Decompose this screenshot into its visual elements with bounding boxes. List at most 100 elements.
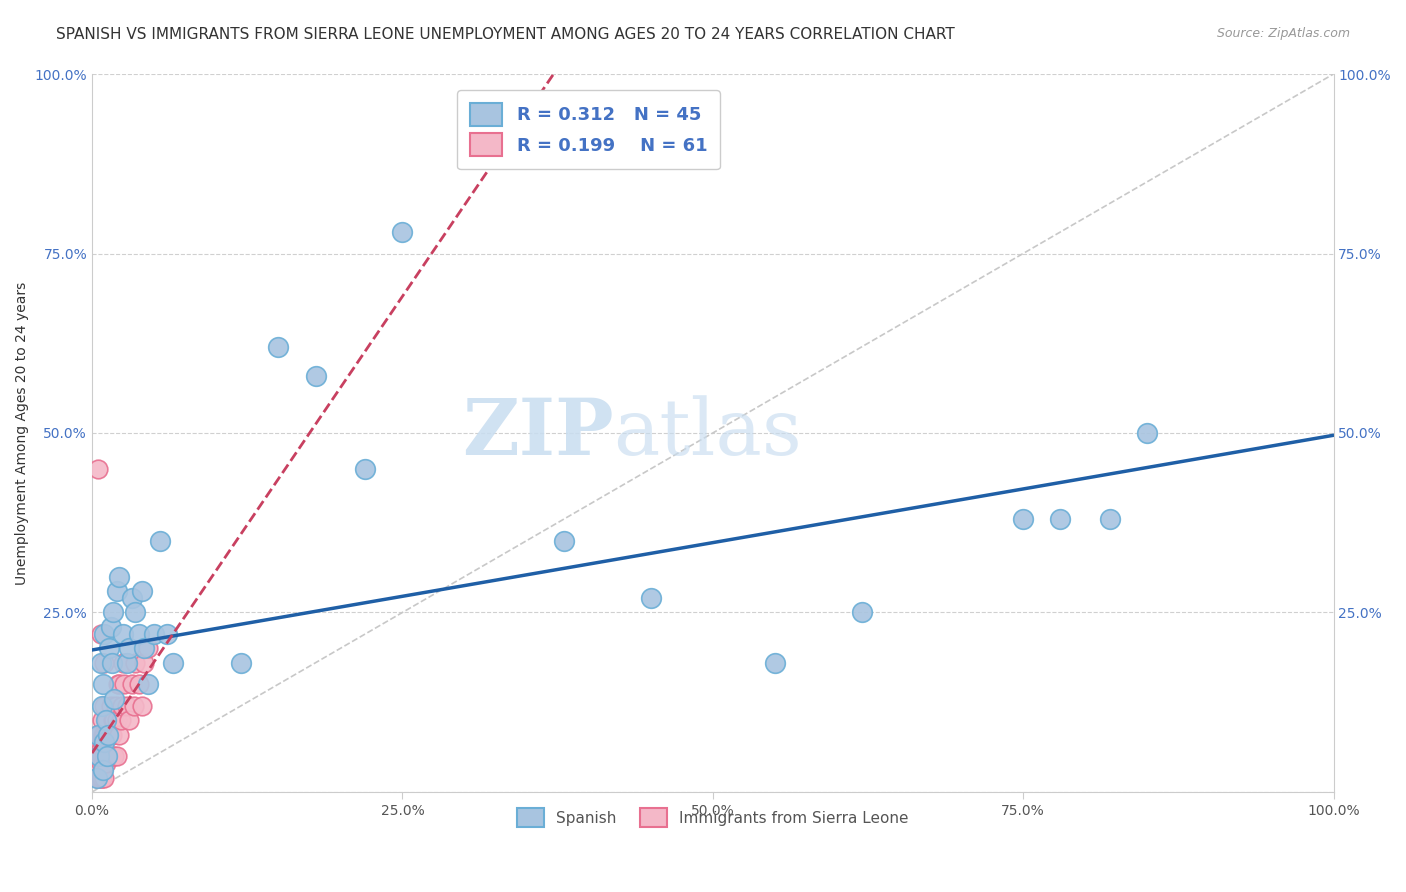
Point [101, 606, 124, 620]
Point [91, 698, 114, 713]
Point [111, 698, 134, 713]
Point [105, 713, 128, 727]
Point [107, 677, 129, 691]
Point [90, 627, 112, 641]
Point [93, 735, 115, 749]
Point [134, 656, 156, 670]
Point [101, 749, 124, 764]
Point [87, 756, 110, 771]
Point [94, 756, 117, 771]
Point [91, 713, 114, 727]
Point [91, 764, 114, 778]
Point [128, 627, 150, 641]
Point [94, 713, 117, 727]
Point [121, 591, 143, 606]
Point [90, 756, 112, 771]
Point [112, 627, 135, 641]
Point [93, 727, 115, 741]
Point [143, 627, 166, 641]
Point [103, 713, 125, 727]
Point [131, 698, 153, 713]
Point [86, 727, 108, 741]
Point [112, 656, 135, 670]
Point [640, 591, 662, 606]
Point [267, 340, 290, 354]
Point [90, 742, 112, 756]
Point [96, 713, 118, 727]
Point [103, 691, 125, 706]
Point [155, 627, 177, 641]
Point [162, 656, 184, 670]
Text: atlas: atlas [613, 395, 803, 471]
Point [96, 749, 118, 764]
Point [97, 749, 120, 764]
Point [93, 771, 115, 785]
Point [108, 569, 131, 583]
Point [89, 771, 111, 785]
Point [89, 749, 111, 764]
Point [100, 698, 122, 713]
Point [1012, 512, 1035, 526]
Point [98, 749, 121, 764]
Point [136, 677, 159, 691]
Point [229, 656, 252, 670]
Point [134, 641, 156, 656]
Point [105, 749, 128, 764]
Point [1136, 425, 1159, 440]
Point [101, 713, 124, 727]
Point [91, 727, 114, 741]
Point [851, 606, 873, 620]
Point [91, 771, 114, 785]
Point [104, 698, 127, 713]
Point [112, 677, 135, 691]
Point [149, 533, 172, 548]
Point [131, 583, 153, 598]
Point [101, 727, 124, 741]
Point [136, 641, 159, 656]
Point [100, 620, 122, 634]
Point [118, 641, 141, 656]
Point [93, 656, 115, 670]
Point [87, 771, 110, 785]
Point [304, 368, 326, 383]
Point [100, 749, 122, 764]
Point [122, 698, 145, 713]
Point [91, 756, 114, 771]
Point [105, 583, 128, 598]
Point [86, 771, 108, 785]
Y-axis label: Unemployment Among Ages 20 to 24 years: Unemployment Among Ages 20 to 24 years [15, 281, 30, 584]
Point [118, 713, 141, 727]
Point [1099, 512, 1122, 526]
Point [93, 627, 115, 641]
Point [84, 764, 107, 778]
Point [91, 735, 114, 749]
Point [91, 749, 114, 764]
Point [553, 533, 575, 548]
Point [90, 771, 112, 785]
Point [87, 742, 110, 756]
Point [86, 771, 108, 785]
Point [98, 727, 121, 741]
Point [128, 677, 150, 691]
Point [115, 698, 138, 713]
Point [121, 677, 143, 691]
Point [100, 727, 122, 741]
Point [763, 656, 786, 670]
Point [93, 749, 115, 764]
Point [94, 727, 117, 741]
Point [115, 656, 138, 670]
Point [97, 727, 120, 741]
Text: SPANISH VS IMMIGRANTS FROM SIERRA LEONE UNEMPLOYMENT AMONG AGES 20 TO 24 YEARS C: SPANISH VS IMMIGRANTS FROM SIERRA LEONE … [56, 27, 955, 42]
Point [108, 727, 131, 741]
Point [98, 641, 121, 656]
Point [87, 462, 110, 476]
Point [101, 656, 124, 670]
Point [124, 606, 146, 620]
Point [90, 656, 112, 670]
Point [89, 749, 111, 764]
Point [354, 462, 377, 476]
Point [93, 698, 115, 713]
Point [103, 749, 125, 764]
Point [89, 727, 111, 741]
Legend: Spanish, Immigrants from Sierra Leone: Spanish, Immigrants from Sierra Leone [509, 801, 917, 835]
